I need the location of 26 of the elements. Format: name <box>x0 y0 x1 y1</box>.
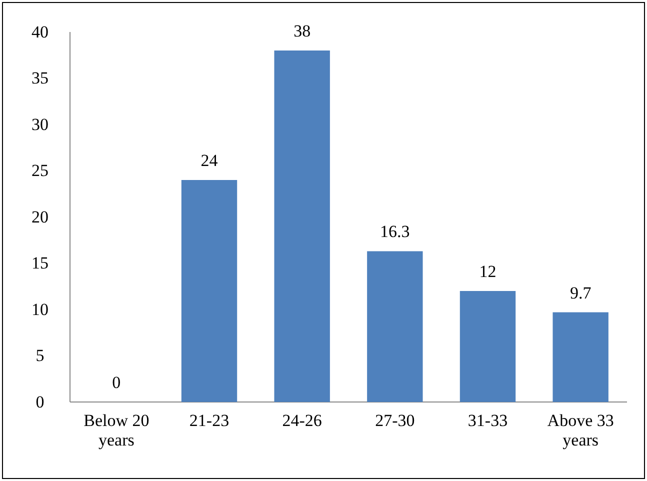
y-tick-label: 20 <box>32 207 48 226</box>
data-label: 9.7 <box>570 283 592 302</box>
bar <box>367 251 423 402</box>
x-tick-label: 31-33 <box>468 411 508 430</box>
y-tick-label: 35 <box>32 68 48 88</box>
bar <box>460 291 516 402</box>
bar <box>181 180 238 402</box>
x-tick-label: 24-26 <box>282 411 322 430</box>
y-tick-label: 5 <box>36 346 44 366</box>
y-tick-label: 0 <box>36 392 44 412</box>
data-label: 38 <box>294 22 311 40</box>
y-tick-label: 10 <box>32 300 48 319</box>
y-tick-label: 25 <box>32 161 48 180</box>
data-label: 24 <box>200 151 218 170</box>
data-label: 12 <box>479 262 496 281</box>
x-tick-label: 27-30 <box>375 411 415 430</box>
y-tick-label: 15 <box>32 254 48 273</box>
x-tick-label: Below 20 years <box>84 411 150 450</box>
bar <box>274 50 330 402</box>
bar <box>552 312 608 402</box>
y-tick-label: 30 <box>32 114 48 134</box>
data-label: 16.3 <box>380 222 410 242</box>
x-tick-label: 21-23 <box>189 411 230 430</box>
data-label: 0 <box>112 373 121 392</box>
x-tick-label: Above 33 years <box>547 411 614 450</box>
y-tick-label: 40 <box>32 22 48 42</box>
